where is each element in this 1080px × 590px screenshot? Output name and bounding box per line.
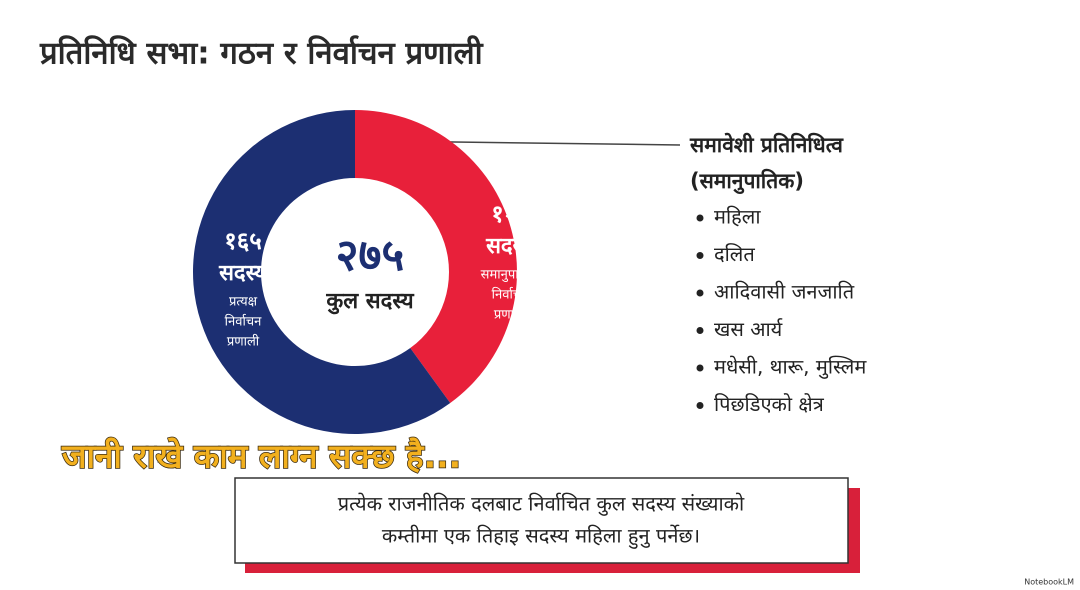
note-line: प्रत्येक राजनीतिक दलबाट निर्वाचित कुल सद… (338, 492, 745, 517)
bullet (696, 364, 704, 372)
segment-value: ११० (491, 200, 528, 228)
segment-unit: सदस्य (218, 261, 268, 286)
panel-item: महिला (714, 205, 761, 229)
bullet (696, 252, 704, 259)
segment-note: निर्वाचन (225, 314, 262, 330)
panel-subheading: (समानुपातिक) (690, 168, 804, 195)
note-box (234, 477, 849, 564)
segment-note: प्रत्यक्ष (229, 295, 258, 310)
panel-heading: समावेशी प्रतिनिधित्व (689, 132, 844, 157)
bullet (696, 402, 704, 409)
bullet (696, 289, 704, 297)
watermark: NotebookLM (1024, 578, 1074, 587)
segment-value: १६५ (224, 227, 261, 255)
note-line: कम्तीमा एक तिहाइ सदस्य महिला हुनु पर्नेछ… (382, 524, 700, 550)
bullet (696, 327, 704, 334)
segment-note: निर्वाचन (492, 287, 529, 303)
panel-item: आदिवासी जनजाति (714, 280, 855, 304)
segment-note: प्रणाली (494, 307, 527, 323)
panel-item: दलित (714, 242, 755, 266)
donut-segment (193, 110, 451, 434)
panel-item: खस आर्य (714, 317, 783, 341)
segment-unit: सदस्य (485, 234, 535, 259)
panel-item: पिछडिएको क्षेत्र (714, 392, 825, 416)
bullet (696, 214, 704, 222)
title: प्रतिनिधि सभा: गठन र निर्वाचन प्रणाली (39, 35, 484, 72)
donut-segment (355, 110, 518, 404)
segment-note: समानुपातिक (481, 267, 541, 283)
banner: जानी राखे काम लाग्न सक्छ है... (61, 437, 461, 476)
total-value: २७५ (336, 230, 405, 281)
total-caption: कुल सदस्य (325, 289, 415, 315)
panel-item: मधेसी, थारू, मुस्लिम (714, 355, 867, 380)
segment-note: प्रणाली (227, 334, 260, 350)
